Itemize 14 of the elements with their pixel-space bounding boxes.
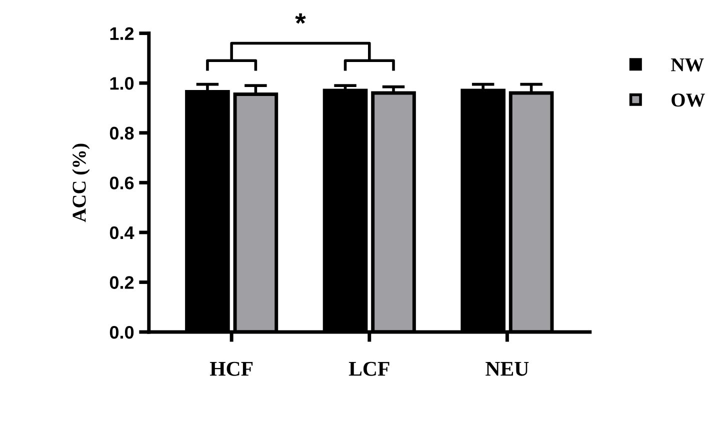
legend-label: OW bbox=[672, 94, 705, 107]
x-tick-label: NEU bbox=[486, 362, 529, 376]
y-tick-label: 0.6 bbox=[110, 176, 134, 190]
y-tick-label: 0.8 bbox=[110, 126, 134, 140]
x-tick-label: LCF bbox=[348, 362, 390, 376]
y-tick-label: 0.2 bbox=[110, 276, 134, 289]
y-axis-title: ACC (%) bbox=[72, 144, 90, 222]
y-tick-label: 0.0 bbox=[110, 326, 134, 339]
y-tick-label: 1.0 bbox=[110, 77, 134, 90]
text: * bbox=[295, 13, 306, 24]
y-tick-label: 1.2 bbox=[110, 27, 134, 40]
legend-label: NW bbox=[671, 58, 704, 72]
x-tick-label: HCF bbox=[210, 362, 253, 376]
y-tick-label: 0.4 bbox=[110, 226, 134, 240]
